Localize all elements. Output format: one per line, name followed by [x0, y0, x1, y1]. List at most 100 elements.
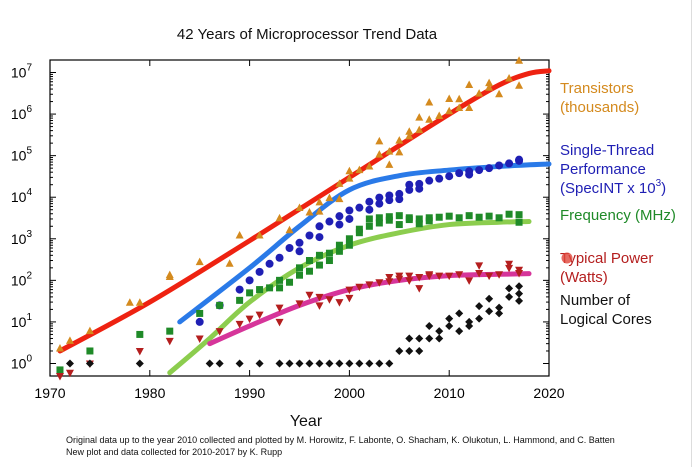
- point-typical-power-watts: [365, 281, 374, 289]
- point-frequency-mhz: [395, 221, 403, 229]
- point-number-of-logical-cores: [485, 307, 494, 316]
- point-typical-power-watts: [345, 286, 354, 295]
- point-typical-power-watts: [395, 275, 404, 284]
- point-transistors-thousands: [195, 257, 204, 266]
- point-single-thread-performance-specint-x-10-3: [405, 180, 414, 189]
- point-transistors-thousands: [515, 56, 524, 64]
- x-tick-label: 1970: [34, 385, 65, 401]
- point-single-thread-performance-specint-x-10-3: [515, 156, 524, 165]
- point-transistors-thousands: [275, 213, 284, 222]
- point-transistors-thousands: [465, 103, 474, 112]
- legend-number-of-logical-cores-line: Number of: [560, 292, 631, 309]
- point-single-thread-performance-specint-x-10-3: [435, 174, 444, 183]
- point-frequency-mhz: [196, 309, 204, 317]
- point-number-of-logical-cores: [235, 359, 244, 368]
- point-single-thread-performance-specint-x-10-3: [415, 184, 424, 193]
- point-frequency-mhz: [415, 220, 423, 228]
- point-number-of-logical-cores: [475, 314, 484, 323]
- point-frequency-mhz: [216, 301, 224, 309]
- point-transistors-thousands: [165, 272, 174, 281]
- point-typical-power-watts: [255, 311, 264, 320]
- point-number-of-logical-cores: [515, 282, 524, 291]
- point-single-thread-performance-specint-x-10-3: [455, 169, 464, 178]
- point-single-thread-performance-specint-x-10-3: [355, 203, 364, 212]
- point-transistors-thousands: [55, 343, 64, 352]
- point-frequency-mhz: [296, 271, 303, 279]
- point-number-of-logical-cores: [365, 359, 374, 368]
- point-frequency-mhz: [465, 212, 473, 220]
- point-number-of-logical-cores: [515, 289, 524, 298]
- point-typical-power-watts: [415, 285, 424, 293]
- point-frequency-mhz: [276, 284, 284, 292]
- point-transistors-thousands: [305, 207, 314, 216]
- point-transistors-thousands: [335, 179, 344, 187]
- legend-single-thread-performance-specint-x-10-3-line: Single-Thread: [560, 142, 654, 159]
- point-frequency-mhz: [325, 249, 333, 257]
- point-frequency-mhz: [475, 213, 483, 221]
- legend-number-of-logical-cores-line: Logical Cores: [560, 311, 652, 328]
- point-typical-power-watts: [345, 294, 354, 303]
- point-transistors-thousands: [395, 136, 404, 144]
- point-transistors-thousands: [85, 326, 94, 335]
- point-frequency-mhz: [385, 213, 393, 221]
- point-transistors-thousands: [315, 207, 324, 215]
- point-typical-power-watts: [485, 272, 494, 281]
- point-frequency-mhz: [256, 286, 264, 294]
- point-frequency-mhz: [365, 215, 373, 223]
- point-transistors-thousands: [415, 125, 424, 134]
- point-number-of-logical-cores: [375, 359, 384, 368]
- point-transistors-thousands: [455, 103, 464, 112]
- point-typical-power-watts: [275, 304, 284, 313]
- x-axis-title: Year: [290, 413, 323, 430]
- point-single-thread-performance-specint-x-10-3: [295, 247, 304, 256]
- legend: Transistors (thousands) Single-Thread Perfo…: [560, 80, 676, 328]
- point-single-thread-performance-specint-x-10-3: [265, 259, 274, 268]
- point-transistors-thousands: [395, 147, 404, 156]
- point-single-thread-performance-specint-x-10-3: [245, 276, 254, 285]
- point-typical-power-watts: [375, 279, 384, 287]
- point-typical-power-watts: [495, 271, 504, 279]
- point-typical-power-watts: [385, 278, 394, 286]
- point-number-of-logical-cores: [315, 359, 324, 368]
- point-frequency-mhz: [355, 225, 363, 233]
- point-transistors-thousands: [425, 115, 434, 123]
- point-number-of-logical-cores: [455, 327, 464, 336]
- point-typical-power-watts: [55, 373, 64, 381]
- point-transistors-thousands: [125, 298, 134, 306]
- point-typical-power-watts: [425, 272, 434, 281]
- point-typical-power-watts: [325, 296, 334, 304]
- point-frequency-mhz: [166, 327, 174, 335]
- x-tick-label: 2020: [533, 385, 564, 401]
- point-single-thread-performance-specint-x-10-3: [305, 231, 314, 240]
- point-single-thread-performance-specint-x-10-3: [235, 285, 244, 294]
- point-frequency-mhz: [455, 214, 463, 222]
- point-typical-power-watts: [475, 270, 484, 278]
- point-typical-power-watts: [505, 260, 514, 269]
- point-number-of-logical-cores: [385, 359, 394, 368]
- point-transistors-thousands: [345, 166, 354, 175]
- point-number-of-logical-cores: [485, 294, 494, 303]
- point-number-of-logical-cores: [405, 334, 414, 343]
- point-single-thread-performance-specint-x-10-3: [285, 244, 294, 253]
- point-frequency-mhz: [395, 212, 403, 220]
- point-single-thread-performance-specint-x-10-3: [315, 233, 324, 242]
- point-single-thread-performance-specint-x-10-3: [255, 267, 264, 276]
- point-number-of-logical-cores: [505, 292, 514, 301]
- point-frequency-mhz: [405, 214, 413, 222]
- x-tick-label: 2000: [334, 385, 365, 401]
- trend-line-transistors-thousands: [57, 68, 552, 354]
- point-typical-power-watts: [65, 369, 74, 378]
- point-frequency-mhz: [345, 235, 353, 243]
- point-typical-power-watts: [315, 293, 324, 302]
- point-number-of-logical-cores: [135, 359, 144, 368]
- point-typical-power-watts: [445, 272, 454, 281]
- point-number-of-logical-cores: [495, 303, 504, 312]
- point-transistors-thousands: [445, 106, 454, 115]
- point-frequency-mhz: [296, 264, 303, 272]
- point-number-of-logical-cores: [255, 359, 264, 368]
- y-tick-label: 100: [11, 353, 33, 371]
- point-number-of-logical-cores: [285, 359, 294, 368]
- point-transistors-thousands: [425, 97, 434, 106]
- legend-single-thread-performance-specint-x-10-3-line: (SpecINT x 103): [560, 178, 666, 197]
